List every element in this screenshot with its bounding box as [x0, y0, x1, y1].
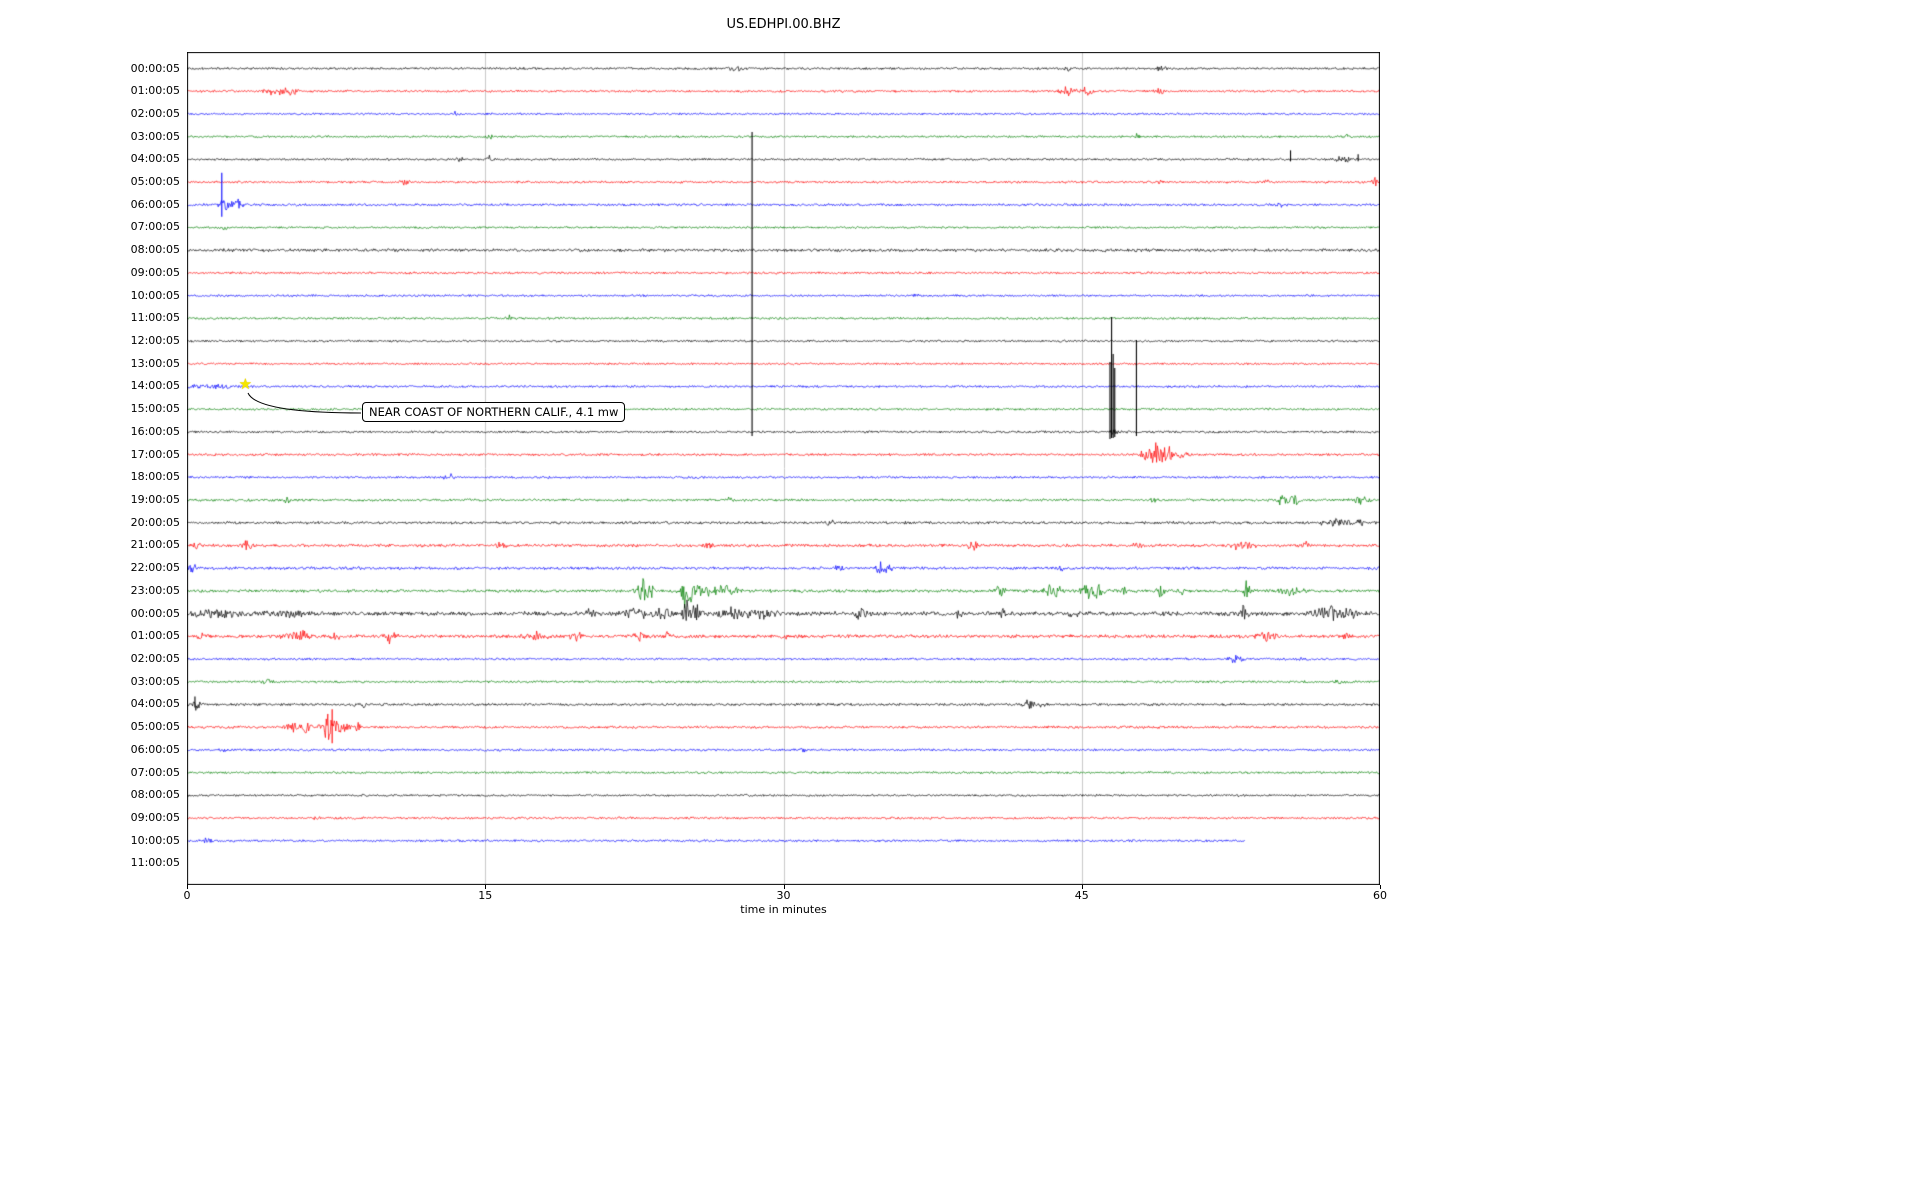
x-tick-label: 45 [1074, 889, 1089, 902]
x-tick-mark [187, 885, 188, 889]
x-tick-label: 0 [183, 889, 191, 902]
trace-time-label: 01:00:05 [130, 629, 180, 643]
x-tick-label: 30 [776, 889, 791, 902]
trace-time-label: 03:00:05 [130, 129, 180, 143]
trace-time-label: 22:00:05 [130, 561, 180, 575]
trace-time-label: 07:00:05 [130, 765, 180, 779]
trace-time-label: 04:00:05 [130, 152, 180, 166]
trace-time-label: 04:00:05 [130, 697, 180, 711]
trace-time-label: 23:00:05 [130, 583, 180, 597]
trace-time-label: 16:00:05 [130, 424, 180, 438]
trace-time-label: 15:00:05 [130, 402, 180, 416]
trace-time-label: 06:00:05 [130, 742, 180, 756]
trace-time-label: 06:00:05 [130, 197, 180, 211]
trace-time-label: 11:00:05 [130, 311, 180, 325]
plot-area [187, 52, 1380, 885]
trace-time-label: 02:00:05 [130, 106, 180, 120]
trace-time-label: 17:00:05 [130, 447, 180, 461]
x-tick-mark [1081, 885, 1083, 889]
trace-time-label: 21:00:05 [130, 538, 180, 552]
trace-time-label: 13:00:05 [130, 356, 180, 370]
trace-time-label: 10:00:05 [130, 288, 180, 302]
trace-time-label: 07:00:05 [130, 220, 180, 234]
x-tick-mark [783, 885, 785, 889]
trace-time-label: 10:00:05 [130, 833, 180, 847]
x-axis-label: time in minutes [740, 903, 827, 916]
trace-time-label: 11:00:05 [130, 856, 180, 870]
seismogram-canvas [187, 52, 1380, 885]
trace-time-label: 09:00:05 [130, 265, 180, 279]
trace-time-label: 05:00:05 [130, 720, 180, 734]
event-star-icon: ★ [238, 375, 253, 394]
x-tick-mark [1380, 885, 1381, 889]
trace-time-label: 01:00:05 [130, 84, 180, 98]
trace-time-label: 18:00:05 [130, 470, 180, 484]
event-annotation: NEAR COAST OF NORTHERN CALIF., 4.1 mw [362, 402, 626, 422]
x-tick-label: 15 [478, 889, 493, 902]
trace-time-label: 00:00:05 [130, 61, 180, 75]
trace-time-label: 03:00:05 [130, 674, 180, 688]
trace-time-label: 05:00:05 [130, 175, 180, 189]
plot-title: US.EDHPI.00.BHZ [726, 17, 841, 32]
trace-time-label: 20:00:05 [130, 515, 180, 529]
trace-time-label: 08:00:05 [130, 788, 180, 802]
trace-time-label: 14:00:05 [130, 379, 180, 393]
trace-time-label: 12:00:05 [130, 334, 180, 348]
trace-time-label: 00:00:05 [130, 606, 180, 620]
trace-time-label: 09:00:05 [130, 811, 180, 825]
trace-time-label: 08:00:05 [130, 243, 180, 257]
x-tick-label: 60 [1373, 889, 1387, 902]
trace-time-label: 19:00:05 [130, 493, 180, 507]
trace-time-label: 02:00:05 [130, 652, 180, 666]
x-tick-mark [485, 885, 487, 889]
